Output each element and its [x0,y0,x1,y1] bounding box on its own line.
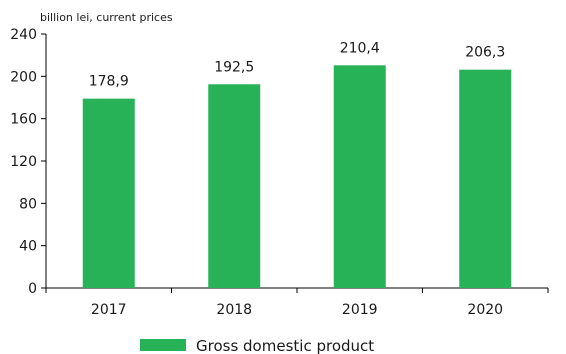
legend: Gross domestic product [140,337,374,354]
y-tick-label: 80 [19,196,37,212]
bar-2017 [82,98,135,288]
y-axis-unit-label: billion lei, current prices [40,11,173,24]
bars: 178,9 192,5 210,4 206,3 [82,40,512,289]
y-tick-label: 240 [10,27,37,43]
x-tick-label: 2018 [216,302,252,318]
y-tick-label: 40 [19,239,37,255]
y-tick-label: 120 [10,154,37,170]
bar-2018 [208,84,261,288]
y-tick-label: 0 [28,281,37,297]
bar-2019 [333,65,386,289]
x-tick-label: 2017 [91,302,127,318]
y-axis: 0 40 80 120 160 200 240 [10,27,47,297]
y-tick-label: 160 [10,112,37,128]
data-label-2018: 192,5 [214,59,254,75]
x-tick-label: 2020 [467,302,503,318]
data-label-2019: 210,4 [340,40,380,56]
legend-label: Gross domestic product [196,337,374,354]
y-tick-label: 200 [10,69,37,85]
bar-2020 [459,69,512,288]
x-axis: 2017 2018 2019 2020 [45,287,549,318]
x-tick-label: 2019 [342,302,378,318]
data-label-2020: 206,3 [465,45,505,61]
data-label-2017: 178,9 [89,74,129,90]
legend-swatch [140,339,186,351]
